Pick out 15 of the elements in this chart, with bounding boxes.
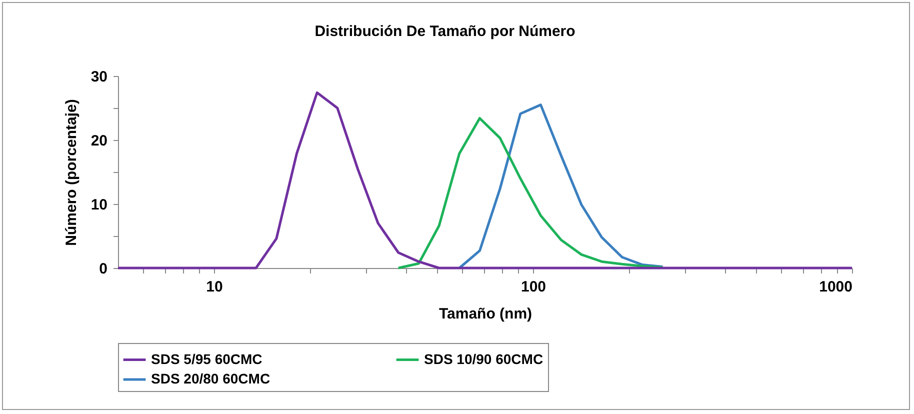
y-tick-label: 20 — [90, 132, 108, 150]
line-series — [397, 116, 664, 270]
y-axis-title: Número (porcentaje) — [62, 99, 80, 246]
y-tick-label: 10 — [90, 196, 108, 214]
x-tick-label: 100 — [520, 278, 546, 296]
y-tick-label: 0 — [99, 260, 108, 278]
chart-title: Distribución De Tamaño por Número — [314, 23, 576, 40]
legend-label: SDS 10/90 60CMC — [424, 350, 544, 367]
legend-label: SDS 20/80 60CMC — [151, 370, 270, 386]
y-tick-label: 30 — [90, 68, 108, 86]
line-series — [458, 104, 664, 270]
legend-label: SDS 5/95 60CMC — [151, 350, 262, 367]
x-tick-label: 1000 — [819, 278, 852, 296]
x-tick-label: 10 — [206, 278, 223, 296]
x-axis-title: Tamaño (nm) — [438, 306, 532, 322]
